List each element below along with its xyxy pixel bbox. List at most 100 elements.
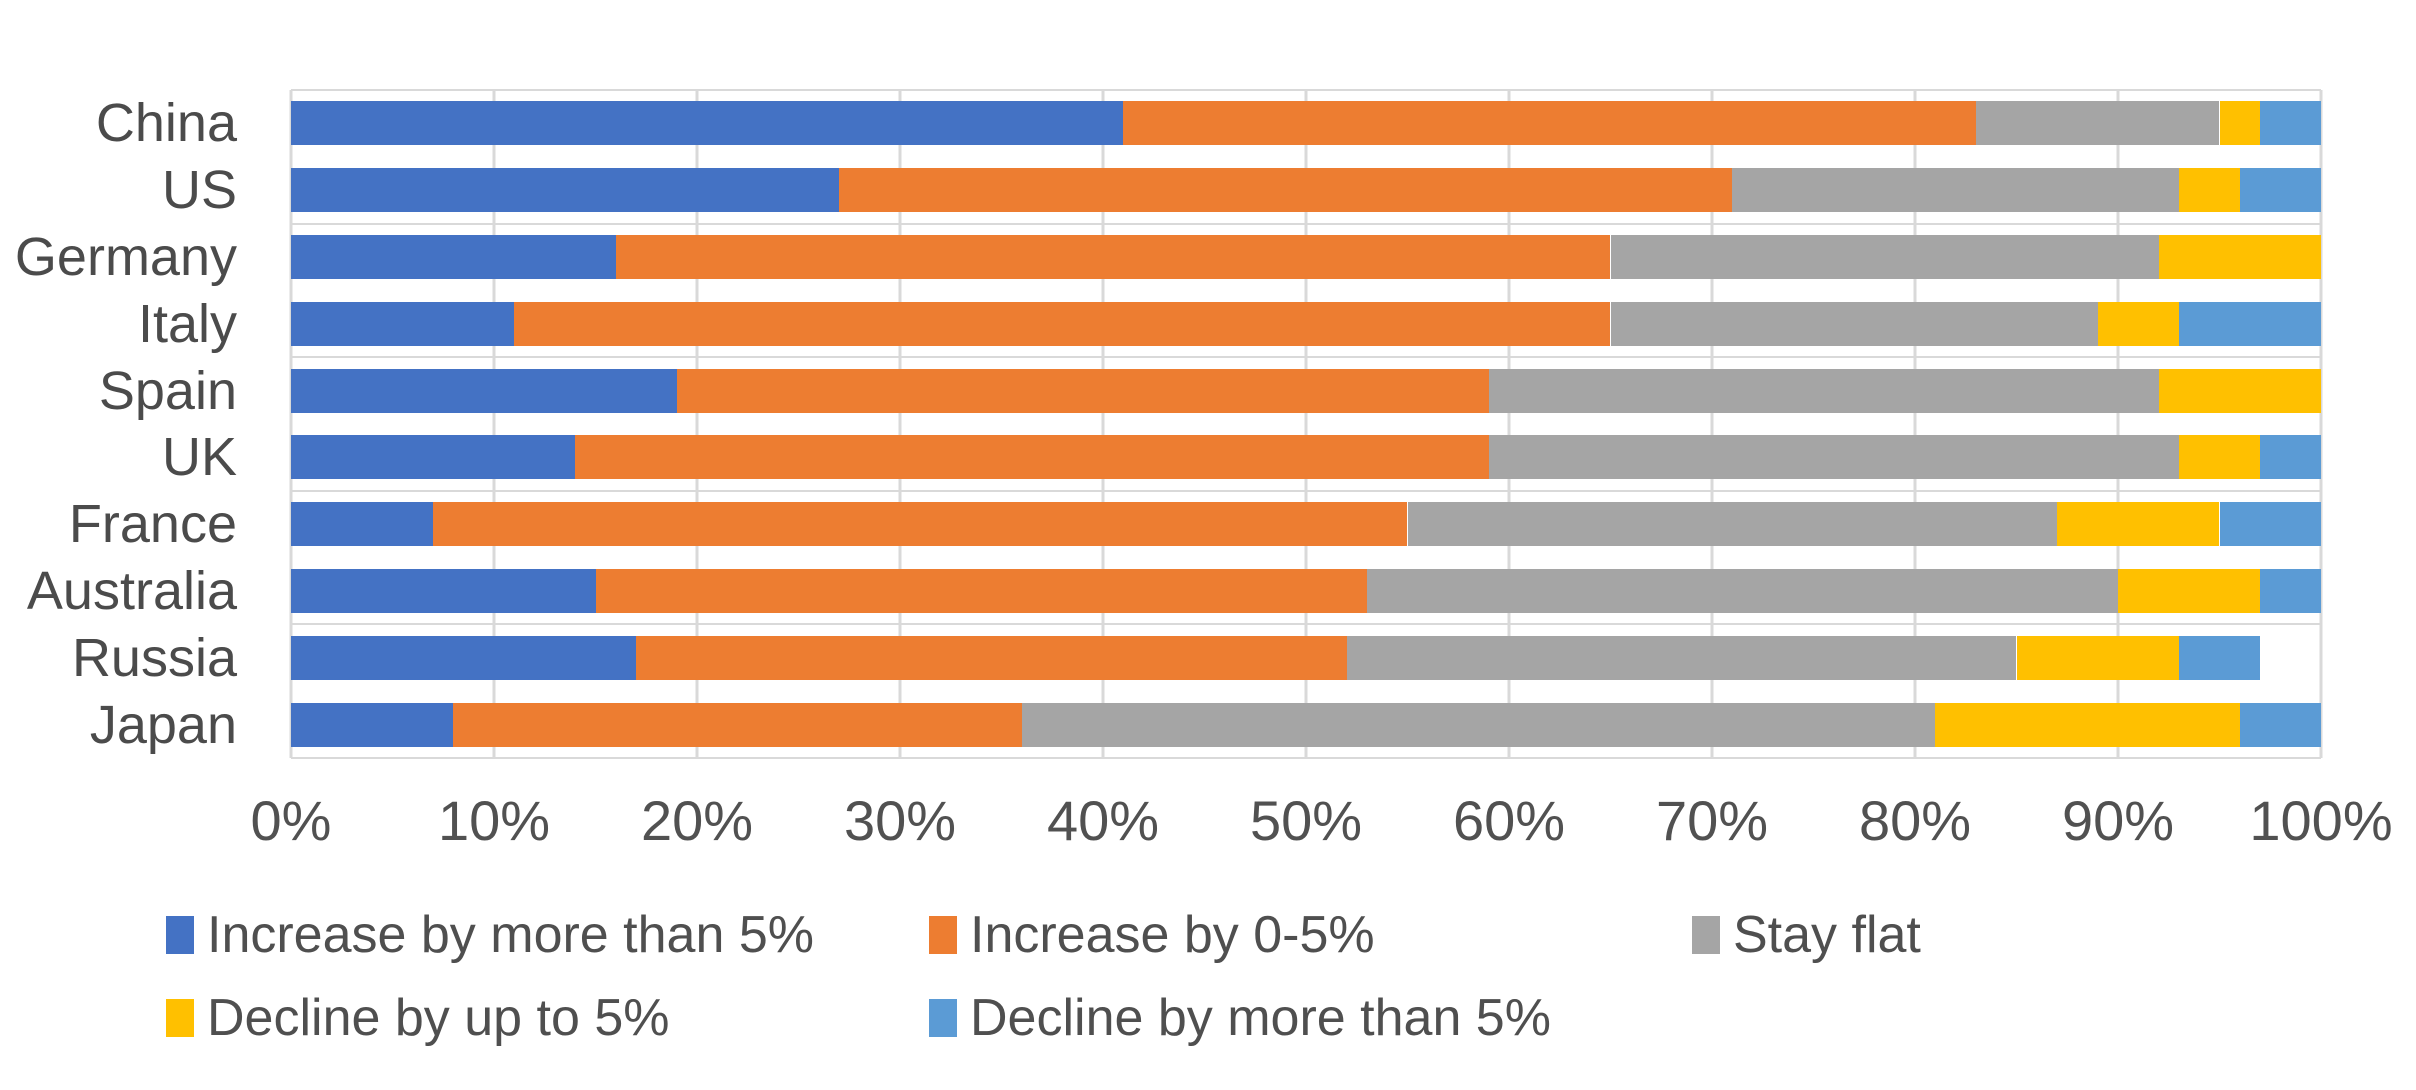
bar-segment	[453, 702, 1022, 747]
bar-segment	[1732, 168, 2179, 213]
gridline-horizontal	[291, 489, 2321, 492]
bar-segment	[291, 702, 454, 747]
bar-segment	[1021, 702, 1936, 747]
bar-segment	[1123, 101, 1976, 146]
x-tick-label: 60%	[1452, 789, 1566, 852]
bar-segment	[2239, 168, 2321, 213]
gridline-vertical	[695, 90, 699, 758]
legend-label: Stay flat	[1733, 906, 1921, 964]
bar-segment	[2178, 301, 2321, 346]
bar-segment	[514, 301, 1611, 346]
bar-segment	[2158, 235, 2321, 279]
x-tick-label: 80%	[1858, 789, 1972, 852]
gridline-vertical	[1710, 90, 1714, 758]
bar-segment	[291, 635, 637, 680]
x-tick-label: 40%	[1046, 789, 1160, 852]
bar-segment	[2118, 569, 2261, 613]
bar-segment	[2219, 101, 2261, 146]
gridline-horizontal	[291, 356, 2321, 359]
bar-segment	[2260, 435, 2321, 480]
legend-swatch	[929, 999, 957, 1037]
gridline-horizontal	[291, 757, 2321, 759]
bar-segment	[1407, 502, 2058, 547]
bar-segment	[2158, 368, 2321, 413]
bar-row-us	[291, 168, 2321, 213]
bar-segment	[291, 368, 677, 413]
bar-segment	[291, 168, 840, 213]
x-tick-label: 30%	[843, 789, 957, 852]
bar-segment	[1346, 635, 2017, 680]
legend-swatch	[1692, 916, 1720, 954]
bar-segment	[1610, 235, 2159, 279]
country-label: Japan	[89, 694, 237, 755]
gridline-horizontal	[291, 89, 2321, 91]
legend-swatch	[166, 916, 194, 954]
bar-segment	[291, 301, 515, 346]
bar-segment	[291, 502, 434, 547]
legend-item: Increase by more than 5%	[166, 905, 814, 965]
bar-segment	[2219, 502, 2321, 547]
country-label: Australia	[26, 561, 237, 621]
legend-item: Increase by 0-5%	[929, 905, 1375, 965]
country-label: Italy	[137, 293, 237, 354]
gridline-vertical	[1304, 90, 1308, 758]
bar-segment	[2178, 168, 2240, 213]
gridline-vertical	[1101, 90, 1105, 758]
bar-row-germany	[291, 235, 2321, 279]
value-axis-labels: 0% 10% 20% 30% 40% 50% 60% 70% 80% 90% 100%	[0, 790, 2416, 860]
bar-row-italy	[291, 301, 2321, 346]
gridline-vertical	[1913, 90, 1917, 758]
category-axis-labels: China US Germany Italy Spain UK France Australi…	[0, 90, 237, 758]
country-label: China	[95, 93, 237, 154]
bar-segment	[2097, 301, 2179, 346]
bar-segment	[1935, 702, 2240, 747]
gridline-vertical	[2116, 90, 2120, 758]
country-label: Spain	[98, 360, 237, 421]
bar-row-japan	[291, 702, 2321, 747]
bar-segment	[1488, 368, 2159, 413]
plot-area	[289, 89, 2323, 759]
bar-segment	[2178, 435, 2261, 480]
x-tick-label: 20%	[640, 789, 754, 852]
x-tick-label: 10%	[437, 789, 551, 852]
gridline-vertical	[2319, 90, 2323, 758]
bar-segment	[1488, 435, 2179, 480]
legend-label: Increase by more than 5%	[207, 906, 814, 964]
legend-item: Stay flat	[1692, 905, 1921, 965]
legend-item: Decline by up to 5%	[166, 988, 670, 1048]
x-tick-label: 0%	[250, 789, 332, 852]
bar-segment	[2057, 502, 2220, 547]
legend-swatch	[929, 916, 957, 954]
legend-label: Increase by 0-5%	[970, 906, 1375, 964]
bar-segment	[2016, 635, 2179, 680]
bar-segment	[291, 101, 1124, 146]
country-label: Russia	[71, 627, 237, 688]
bar-segment	[615, 235, 1611, 279]
bar-segment	[291, 235, 616, 279]
country-label: France	[68, 494, 237, 555]
country-label: Germany	[14, 227, 237, 287]
bar-segment	[433, 502, 1408, 547]
bar-segment	[1366, 569, 2118, 613]
bar-segment	[636, 635, 1347, 680]
bar-segment	[1975, 101, 2220, 146]
x-tick-label: 100%	[2249, 789, 2393, 852]
gridline-vertical	[492, 90, 496, 758]
bar-row-france	[291, 502, 2321, 547]
country-label: UK	[161, 427, 237, 488]
bar-segment	[2178, 635, 2261, 680]
bar-row-russia	[291, 635, 2321, 680]
bar-row-uk	[291, 435, 2321, 480]
bar-segment	[676, 368, 1489, 413]
bar-segment	[2260, 569, 2321, 613]
bar-segment	[2239, 702, 2321, 747]
x-tick-label: 50%	[1249, 789, 1363, 852]
x-tick-label: 70%	[1655, 789, 1769, 852]
gridline-horizontal	[291, 222, 2321, 225]
gridline-vertical	[1507, 90, 1511, 758]
bar-segment	[2260, 101, 2321, 146]
gridline-vertical	[289, 90, 293, 758]
legend-swatch	[166, 999, 194, 1037]
x-tick-label: 90%	[2061, 789, 2175, 852]
